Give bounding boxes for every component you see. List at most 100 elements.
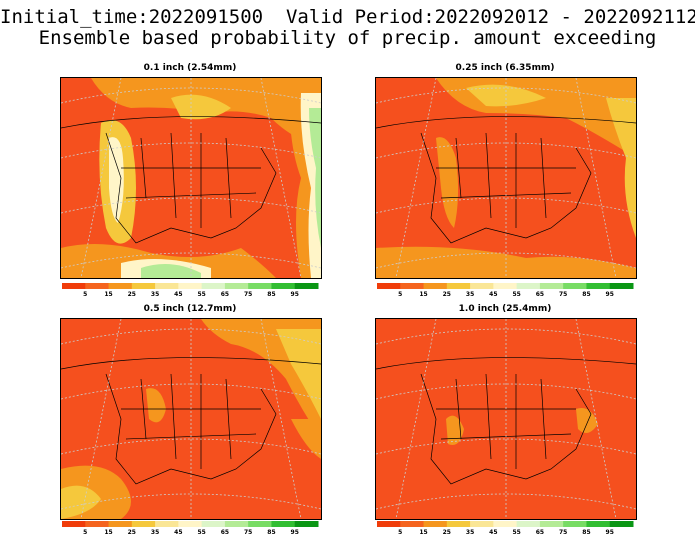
- colorbar-swatch: [224, 521, 249, 527]
- colorbar-swatch: [248, 521, 272, 527]
- map-svg-4: [376, 319, 636, 519]
- colorbar-label: 45: [174, 529, 182, 536]
- colorbar-label: 85: [267, 291, 275, 298]
- colorbar-label: 35: [466, 529, 474, 536]
- colorbar-swatch: [446, 521, 471, 527]
- map-svg-3: [61, 319, 321, 519]
- colorbar-swatch: [294, 521, 319, 527]
- colorbar-label: 55: [512, 291, 520, 298]
- colorbar-label: 85: [582, 291, 590, 298]
- panel-title-1.0-inch: 1.0 inch (25.4mm): [458, 304, 552, 314]
- colorbar-label: 25: [128, 291, 136, 298]
- colorbar-swatch: [609, 521, 634, 527]
- colorbar-label: 95: [291, 291, 299, 298]
- colorbar-3: 5 15 25 35 45 55 65 75 85 95: [62, 521, 319, 536]
- colorbar-label: 45: [174, 291, 182, 298]
- map-panel-0.25-inch: [375, 77, 637, 279]
- colorbar-label: 85: [267, 529, 275, 536]
- panel-title-0.5-inch: 0.5 inch (12.7mm): [143, 304, 237, 314]
- colorbar-label: 85: [582, 529, 590, 536]
- colorbar-label: 35: [151, 291, 159, 298]
- colorbar-swatch: [248, 283, 272, 289]
- colorbar-label: 95: [606, 529, 614, 536]
- colorbar-swatch: [470, 283, 494, 289]
- colorbar-1: 5 15 25 35 45 55 65 75 85 95: [62, 283, 319, 298]
- colorbar-label: 15: [104, 291, 112, 298]
- colorbar-swatch: [423, 283, 448, 289]
- panel-title-0.25-inch: 0.25 inch (6.35mm): [455, 63, 555, 73]
- colorbar-swatch: [62, 521, 86, 527]
- colorbar-label: 35: [466, 291, 474, 298]
- colorbar-label: 65: [221, 291, 229, 298]
- colorbar-swatch: [446, 283, 471, 289]
- colorbar-svg-3: 5 15 25 35 45 55 65 75 85 95: [62, 521, 319, 536]
- colorbar-swatch: [271, 283, 296, 289]
- colorbar-swatch: [493, 521, 518, 527]
- colorbar-swatch: [516, 521, 541, 527]
- colorbar-swatch: [516, 283, 541, 289]
- colorbar-swatch: [85, 521, 110, 527]
- colorbar-swatch: [563, 283, 587, 289]
- colorbar-swatch: [131, 521, 156, 527]
- colorbar-label: 55: [512, 529, 520, 536]
- colorbar-label: 65: [536, 291, 544, 298]
- colorbar-swatch: [178, 521, 203, 527]
- colorbar-label: 15: [419, 529, 427, 536]
- map-svg-2: [376, 78, 636, 278]
- colorbar-label: 55: [197, 291, 205, 298]
- colorbar-svg-1: 5 15 25 35 45 55 65 75 85 95: [62, 283, 319, 298]
- colorbar-label: 5: [83, 529, 87, 536]
- colorbar-label: 95: [291, 529, 299, 536]
- colorbar-swatch: [377, 283, 401, 289]
- colorbar-label: 25: [443, 529, 451, 536]
- colorbar-swatch: [400, 521, 425, 527]
- colorbar-swatch: [493, 283, 518, 289]
- colorbar-swatch: [85, 283, 110, 289]
- colorbar-swatch: [224, 283, 249, 289]
- colorbar-label: 25: [128, 529, 136, 536]
- colorbar-label: 25: [443, 291, 451, 298]
- colorbar-label: 15: [419, 291, 427, 298]
- colorbar-swatch: [586, 283, 611, 289]
- colorbar-label: 5: [398, 529, 402, 536]
- colorbar-swatch: [201, 283, 226, 289]
- colorbar-swatch: [539, 521, 564, 527]
- map-svg-1: [61, 78, 321, 278]
- colorbar-swatch: [294, 283, 319, 289]
- colorbar-swatch: [108, 283, 133, 289]
- colorbar-swatch: [131, 283, 156, 289]
- colorbar-swatch: [178, 283, 203, 289]
- colorbar-label: 75: [559, 291, 567, 298]
- colorbar-swatch: [586, 521, 611, 527]
- colorbar-svg-4: 5 15 25 35 45 55 65 75 85 95: [377, 521, 634, 536]
- colorbar-label: 65: [536, 529, 544, 536]
- map-panel-0.5-inch: [60, 318, 322, 520]
- colorbar-swatch: [609, 283, 634, 289]
- colorbar-swatch: [539, 283, 564, 289]
- panel-title-0.1-inch: 0.1 inch (2.54mm): [143, 63, 237, 73]
- colorbar-swatch: [400, 283, 425, 289]
- colorbar-label: 95: [606, 291, 614, 298]
- colorbar-label: 75: [244, 291, 252, 298]
- colorbar-swatch: [108, 521, 133, 527]
- colorbar-swatch: [62, 283, 86, 289]
- colorbar-swatch: [377, 521, 401, 527]
- colorbar-label: 15: [104, 529, 112, 536]
- colorbar-label: 55: [197, 529, 205, 536]
- colorbar-swatch: [563, 521, 587, 527]
- colorbar-label: 75: [244, 529, 252, 536]
- colorbar-label: 45: [489, 291, 497, 298]
- colorbar-swatch: [201, 521, 226, 527]
- colorbar-swatch: [271, 521, 296, 527]
- colorbar-2: 5 15 25 35 45 55 65 75 85 95: [377, 283, 634, 298]
- colorbar-swatch: [470, 521, 494, 527]
- header-line-1: Initial_time:2022091500 Valid Period:202…: [0, 6, 695, 28]
- colorbar-label: 65: [221, 529, 229, 536]
- colorbar-swatch: [155, 283, 179, 289]
- colorbar-swatch: [423, 521, 448, 527]
- colorbar-4: 5 15 25 35 45 55 65 75 85 95: [377, 521, 634, 536]
- colorbar-label: 35: [151, 529, 159, 536]
- map-panel-1.0-inch: [375, 318, 637, 520]
- colorbar-label: 5: [83, 291, 87, 298]
- colorbar-label: 5: [398, 291, 402, 298]
